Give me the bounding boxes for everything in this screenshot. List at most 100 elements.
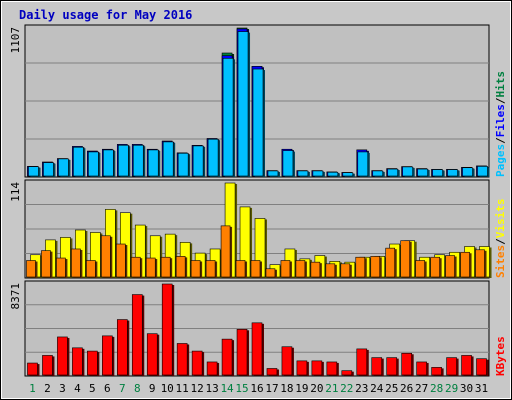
x-tick-label: 23 [355, 382, 368, 395]
bar-kbytes [206, 361, 218, 376]
bar-kbytes [161, 283, 173, 376]
bar-sites [101, 235, 111, 278]
ymax-label: 114 [9, 182, 22, 202]
ymax-label: 8371 [9, 283, 22, 310]
bar-pages [177, 152, 189, 177]
bar-kbytes [371, 357, 383, 376]
bar-pages [342, 172, 354, 177]
bar-sites [385, 247, 396, 278]
bar-kbytes [251, 322, 263, 376]
bar-kbytes [266, 368, 278, 376]
bar-kbytes [57, 336, 68, 376]
x-tick-label: 19 [295, 382, 308, 395]
bar-pages [462, 167, 473, 177]
bar-sites [445, 255, 455, 278]
x-tick-label: 4 [74, 382, 81, 395]
bar-sites [325, 263, 336, 278]
x-tick-label: 13 [205, 382, 218, 395]
x-tick-label: 25 [385, 382, 398, 395]
bar-sites [175, 256, 186, 278]
legend-visits-sites: Sites/Visits [494, 199, 507, 279]
bar-pages [327, 171, 339, 177]
legend-entry: Sites [494, 245, 507, 278]
bar-sites [355, 256, 366, 278]
bar-pages [477, 166, 488, 177]
bar-pages [282, 150, 294, 177]
x-tick-label: 18 [280, 382, 293, 395]
bar-kbytes [281, 346, 293, 376]
x-tick-label: 27 [415, 382, 428, 395]
x-tick-label: 11 [176, 382, 189, 395]
x-tick-label: 7 [119, 382, 126, 395]
bar-kbytes [296, 360, 308, 376]
legend-entry: / [494, 97, 507, 104]
bar-pages [267, 170, 279, 177]
bar-kbytes [476, 358, 487, 376]
bar-kbytes [461, 355, 472, 376]
x-tick-label: 20 [310, 382, 323, 395]
bar-kbytes [191, 350, 203, 376]
bar-pages [312, 170, 324, 177]
bar-kbytes [87, 350, 98, 376]
bar-sites [460, 251, 470, 278]
bar-pages [222, 58, 234, 177]
x-tick-label: 31 [475, 382, 488, 395]
chart-title: Daily usage for May 2016 [19, 8, 192, 22]
bar-sites [56, 257, 66, 278]
bar-kbytes [386, 357, 398, 376]
bar-sites [71, 248, 81, 278]
x-tick-label: 5 [89, 382, 96, 395]
bar-sites [265, 268, 276, 278]
x-tick-label: 26 [400, 382, 413, 395]
x-tick-label: 3 [59, 382, 66, 395]
legend-entry: Hits [494, 71, 507, 98]
x-tick-label: 2 [44, 382, 51, 395]
bar-pages [88, 151, 99, 177]
bar-sites [160, 256, 171, 278]
bar-kbytes [27, 362, 38, 376]
bar-pages [43, 162, 54, 177]
x-tick-label: 16 [250, 382, 263, 395]
bar-kbytes [236, 329, 248, 376]
bar-kbytes [116, 319, 128, 376]
bar-sites [250, 260, 261, 278]
bar-pages [117, 144, 129, 177]
legend-entry: / [494, 137, 507, 144]
x-tick-label: 9 [149, 382, 156, 395]
bar-pages [132, 144, 144, 177]
bar-sites [400, 240, 410, 278]
bar-kbytes [221, 338, 233, 376]
legend-entry: KBytes [494, 336, 507, 376]
bar-pages [207, 138, 219, 177]
bar-sites [310, 261, 321, 278]
legend-pages-files-hits: Pages/Files/Hits [494, 71, 507, 177]
x-tick-label: 14 [220, 382, 234, 395]
x-tick-label: 10 [161, 382, 174, 395]
bar-kbytes [311, 360, 323, 376]
bar-sites [475, 249, 485, 278]
bar-sites [86, 260, 96, 278]
bar-pages [73, 146, 84, 177]
bar-kbytes [146, 333, 158, 376]
bar-kbytes [42, 355, 53, 376]
x-tick-label: 22 [340, 382, 353, 395]
bar-pages [58, 158, 69, 177]
bar-kbytes [326, 361, 338, 376]
bar-pages [297, 170, 309, 177]
bar-pages [387, 168, 399, 177]
bar-kbytes [356, 348, 368, 376]
bar-sites [115, 243, 126, 278]
x-tick-label: 12 [191, 382, 204, 395]
bar-sites [370, 256, 381, 278]
bar-pages [237, 31, 249, 177]
bar-sites [145, 257, 156, 278]
bar-kbytes [131, 294, 143, 376]
bar-sites [190, 260, 201, 278]
bar-pages [402, 166, 413, 177]
ymax-label: 1107 [9, 27, 22, 54]
bar-pages [417, 168, 428, 177]
bar-pages [28, 166, 39, 177]
bar-sites [235, 260, 246, 278]
legend-entry: Pages [494, 144, 507, 177]
